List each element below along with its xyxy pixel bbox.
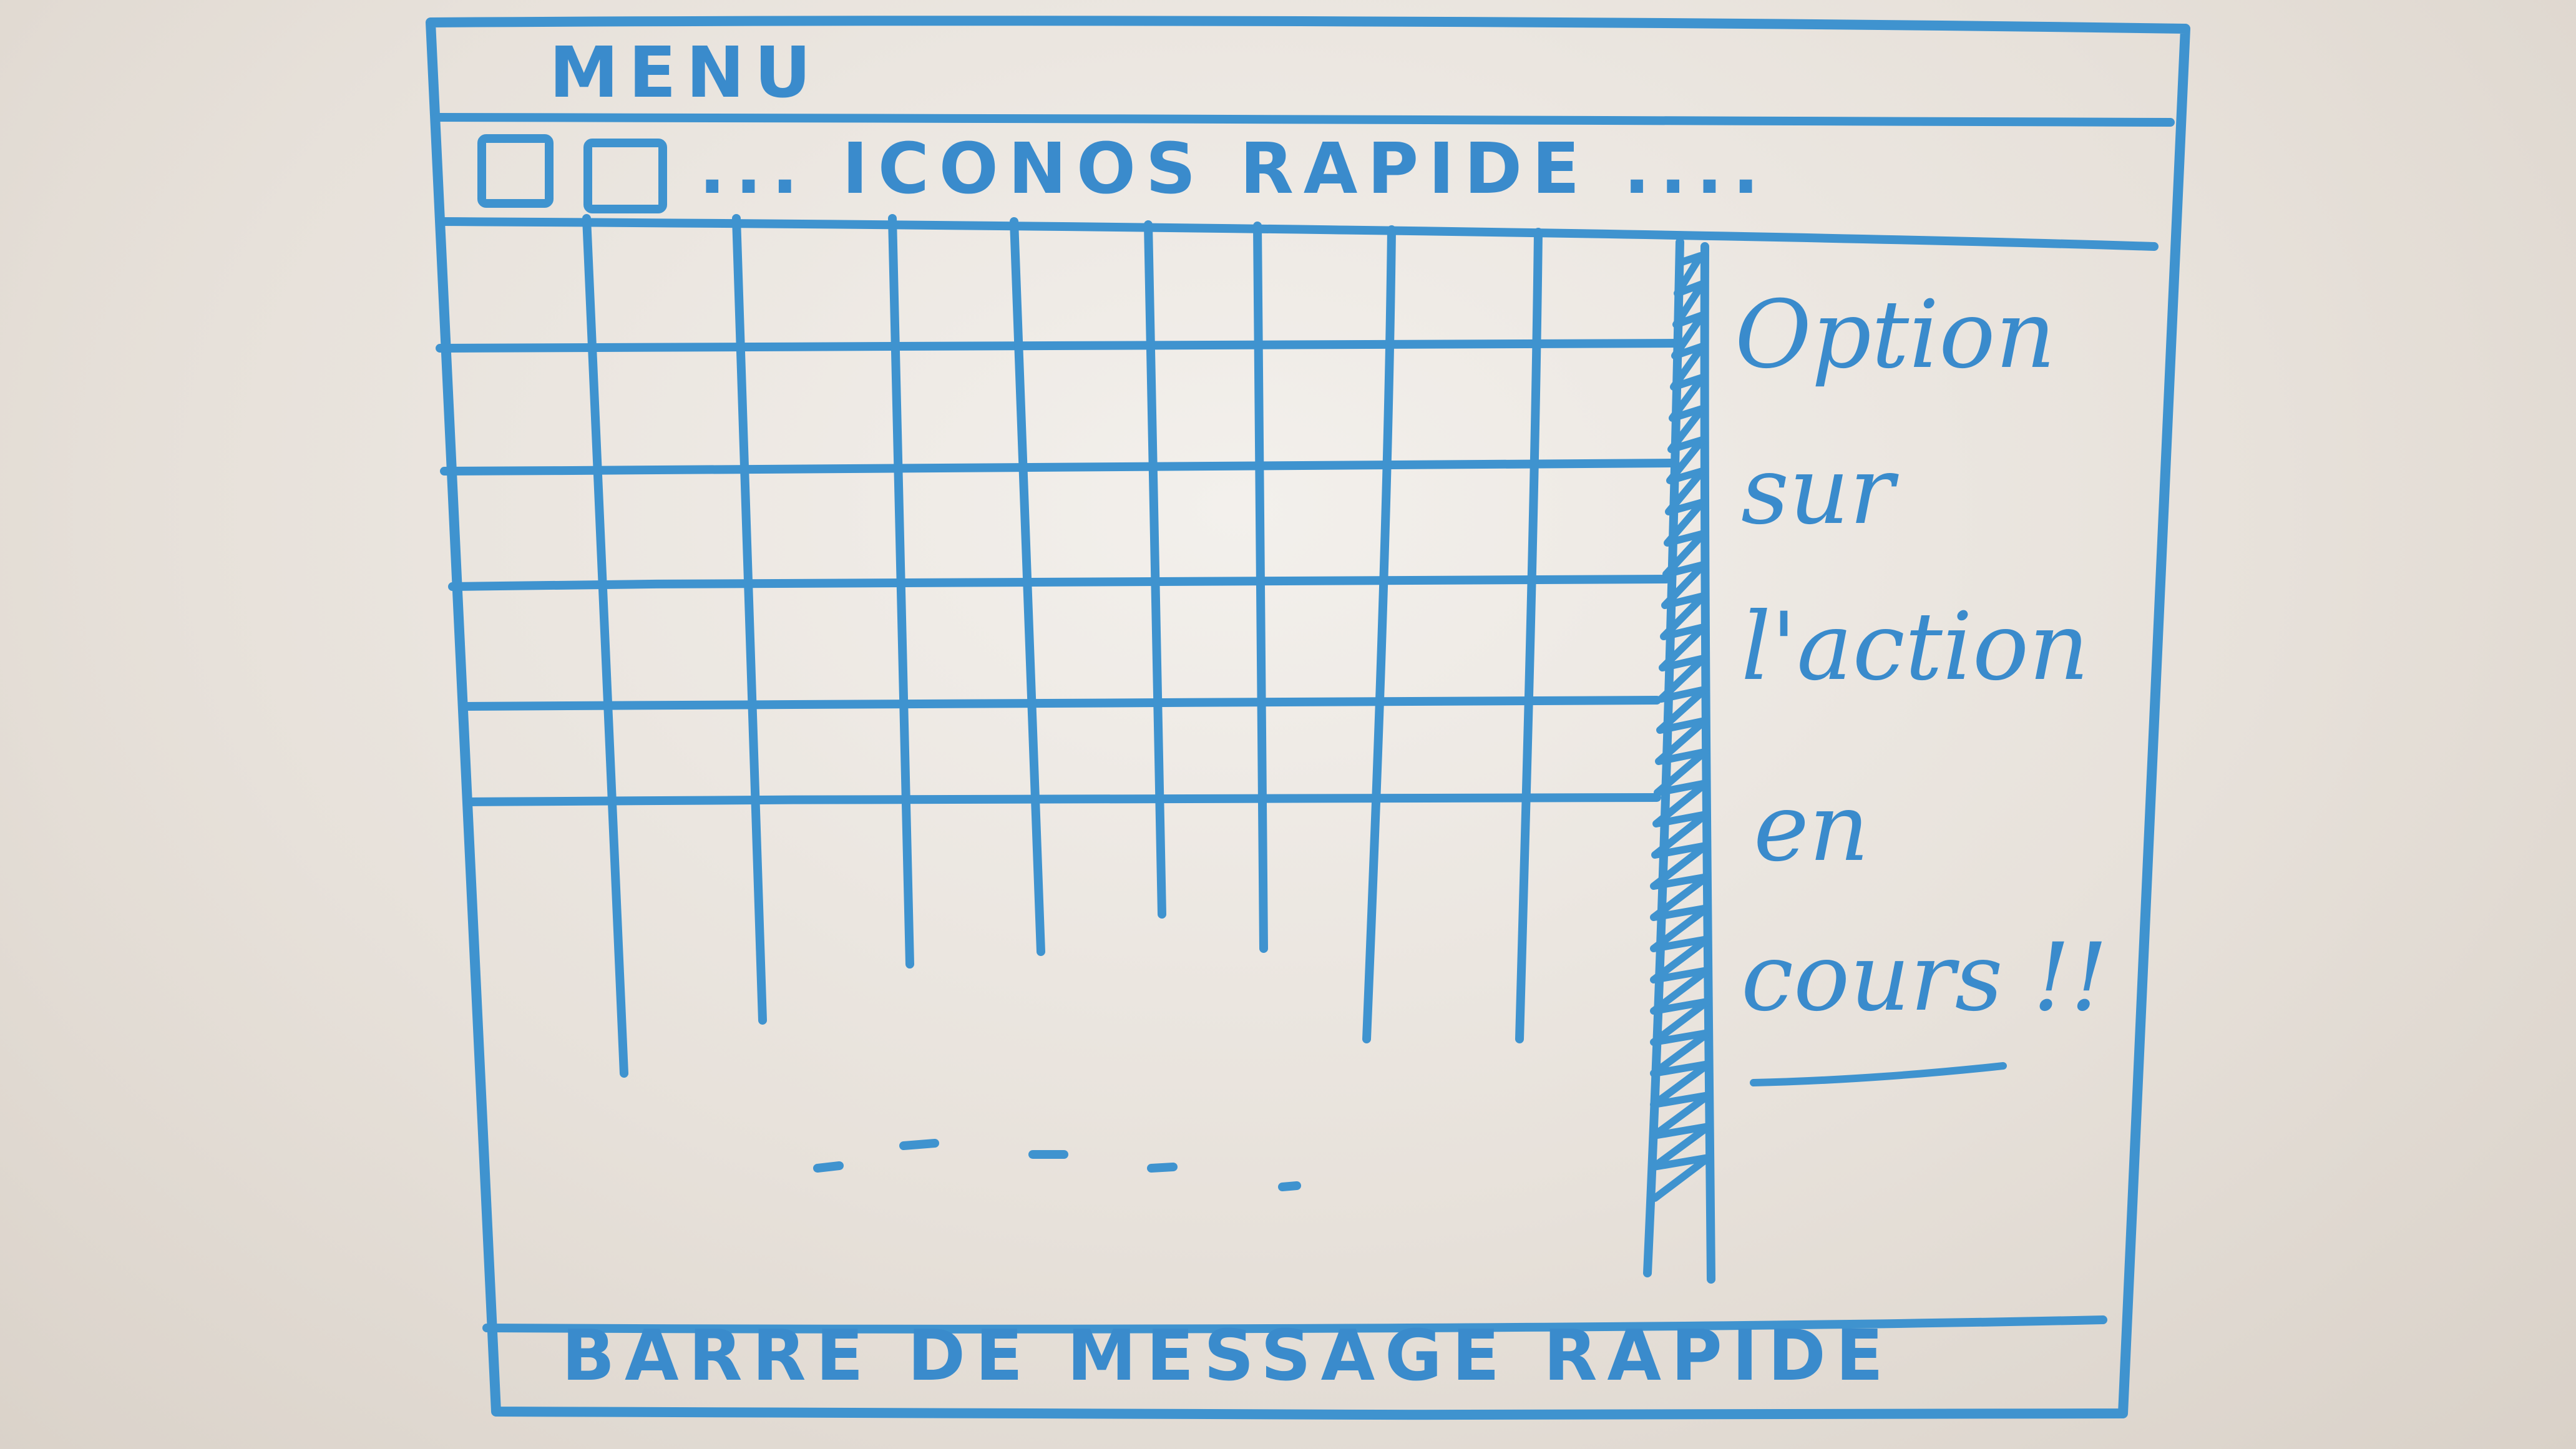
side-panel-line-2: sur xyxy=(1741,437,1895,545)
window-frame xyxy=(426,16,2190,1420)
grid-vertical-lines xyxy=(582,214,1543,1078)
status-bar-divider xyxy=(482,1315,2107,1334)
scrollbar xyxy=(1643,238,1715,1284)
toolbar-divider xyxy=(436,217,2159,251)
cours-underline xyxy=(1750,1062,2007,1086)
side-panel-line-4: en xyxy=(1754,774,1870,882)
more-rows-dashes xyxy=(813,1139,1301,1191)
quick-icons-toolbar-label: ... ICONOS RAPIDE .... xyxy=(699,129,1769,210)
side-panel-line-3: l'action xyxy=(1741,593,2089,701)
menu-bar-divider xyxy=(432,113,2175,127)
quick-icon-2[interactable] xyxy=(583,139,667,213)
quick-icon-1[interactable] xyxy=(477,134,554,208)
menu-label[interactable]: MENU xyxy=(549,32,821,114)
side-panel-line-5: cours !! xyxy=(1741,924,2108,1032)
grid-horizontal-lines xyxy=(436,339,1683,806)
status-bar-label: BARRE DE MESSAGE RAPIDE xyxy=(562,1315,1893,1397)
side-panel-line-1: Option xyxy=(1735,281,2056,389)
